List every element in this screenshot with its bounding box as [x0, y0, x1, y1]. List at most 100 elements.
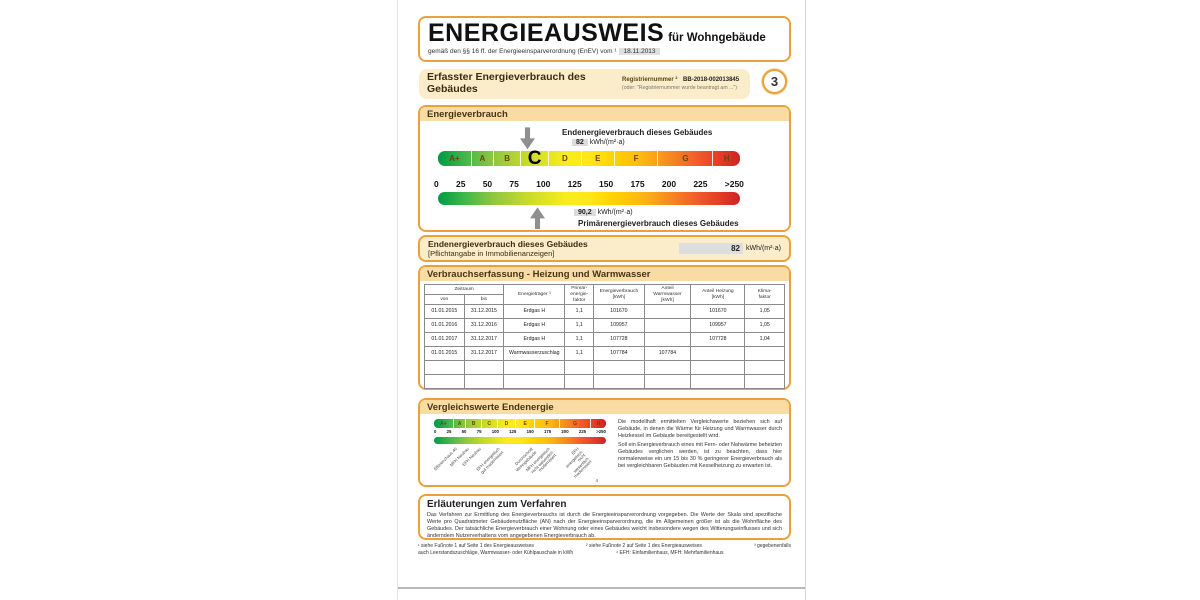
- table-row: [424, 360, 785, 376]
- tick: 200: [561, 429, 569, 435]
- banner-value-field: 82: [679, 243, 743, 254]
- footnote-1: ¹ siehe Fußnote 1 auf Seite 1 des Energi…: [418, 543, 534, 549]
- tick: 150: [599, 179, 614, 190]
- tick: 25: [455, 179, 466, 190]
- end-energy-banner: Endenergieverbrauch dieses Gebäudes [Pfl…: [418, 235, 791, 262]
- table-cell: 107728: [690, 332, 746, 348]
- energy-consumption-header: Energieverbrauch: [420, 107, 789, 122]
- class-segment: D: [547, 151, 581, 167]
- tick: 225: [578, 429, 587, 435]
- tick: 125: [567, 179, 582, 190]
- table-cell: [690, 360, 746, 376]
- tick: 175: [544, 429, 552, 435]
- document-page: ENERGIEAUSWEIS für Wohngebäude gemäß den …: [397, 0, 806, 600]
- table-cell: 31.12.2017: [463, 346, 505, 362]
- footnote-row: ¹ siehe Fußnote 1 auf Seite 1 des Energi…: [418, 543, 791, 550]
- table-cell: 101670: [593, 304, 645, 320]
- table-cell: [463, 360, 505, 376]
- energy-scale-area: Endenergieverbrauch dieses Gebäudes 82 k…: [420, 121, 789, 230]
- section-bar: Erfasster Energieverbrauch des Gebäudes …: [419, 69, 750, 99]
- table-cell: 31.12.2017: [463, 332, 505, 348]
- comparison-paragraph-1: Die modellhaft ermittelten Vergleichswer…: [618, 419, 782, 440]
- col-energietraeger: Energieträger ³: [503, 284, 566, 306]
- table-cell: [690, 374, 746, 390]
- class-segment: G: [558, 419, 590, 429]
- table-row: [424, 374, 785, 390]
- tick: 75: [509, 179, 519, 190]
- registry-block: Registriernummer ² BB-2018-002013845 (od…: [622, 76, 739, 91]
- end-energy-value: 82: [572, 139, 588, 147]
- gradient-band: [438, 192, 740, 206]
- table-header-row: Zeitraum Energieträger ³ Primär- energie…: [423, 284, 785, 306]
- table-cell: [643, 318, 692, 334]
- class-segment: C: [480, 419, 497, 429]
- col-bis: bis: [463, 294, 505, 306]
- comparison-footnote-mark: 4: [595, 478, 598, 484]
- footnote-1b: auch Leerstandszuschläge, Warmwasser- od…: [418, 549, 574, 556]
- table-cell: Erdgas H: [503, 318, 566, 334]
- comparison-body: A+ A B C D E F G H 0 25 50 75 100 125: [420, 414, 789, 485]
- tick: 50: [461, 429, 467, 435]
- tick: >250: [596, 429, 606, 435]
- col-klimafaktor: Klima- faktor: [744, 284, 785, 306]
- footnote-2: ² siehe Fußnote 2 auf Seite 1 des Energi…: [586, 543, 702, 549]
- tick: 100: [536, 179, 551, 190]
- table-cell: 1,04: [744, 332, 785, 348]
- comparison-class-band: A+ A B C D E F G H: [434, 419, 606, 429]
- end-energy-value-line: 82 kWh/(m²·a): [572, 139, 625, 147]
- table-cell: [690, 346, 746, 362]
- col-zeitraum: Zeitraum: [423, 284, 505, 296]
- footnote-4: ⁴ EFH: Einfamilienhaus, MFH: Mehrfamilie…: [616, 549, 724, 556]
- comparison-scale-ticks: 0 25 50 75 100 125 150 175 200 225 >250: [434, 429, 606, 434]
- law-text: gemäß den §§ 16 ff. der Energieeinsparve…: [428, 48, 617, 55]
- class-segment: H: [712, 151, 739, 167]
- class-segment: A: [452, 419, 466, 429]
- class-segment: A+: [440, 420, 447, 427]
- class-segment: B: [492, 151, 520, 167]
- table-cell: 107784: [643, 346, 692, 362]
- class-segment: G: [657, 151, 712, 167]
- table-cell: [503, 374, 566, 390]
- section-title: Erfasster Energieverbrauch des Gebäudes: [427, 71, 586, 95]
- comparison-box: Vergleichswerte Endenergie A+ A B C D E …: [418, 398, 791, 487]
- tick: 200: [661, 179, 677, 190]
- table-cell: [643, 374, 692, 390]
- tick: 75: [476, 429, 482, 435]
- comparison-scale: A+ A B C D E F G H 0 25 50 75 100 125: [433, 419, 606, 485]
- class-segment-current: C: [520, 148, 547, 169]
- table-cell: [503, 360, 566, 376]
- registry-line: Registriernummer ² BB-2018-002013845: [622, 76, 739, 84]
- explanation-box: Erläuterungen zum Verfahren Das Verfahre…: [418, 494, 791, 540]
- primary-energy-value-line: 90,2 kWh/(m²·a): [574, 209, 633, 217]
- consumption-box: Verbrauchserfassung - Heizung und Warmwa…: [418, 265, 791, 390]
- table-cell: [463, 374, 505, 390]
- table-cell: 31.12.2016: [463, 318, 505, 334]
- footnote-row: auch Leerstandszuschläge, Warmwasser- od…: [418, 550, 791, 557]
- table-cell: [643, 360, 692, 376]
- class-segment: F: [613, 151, 658, 167]
- class-segment: A: [470, 151, 493, 167]
- scale-ticks: 0 25 50 75 100 125 150 175 200 225 >250: [434, 179, 744, 189]
- comparison-gradient-band: [434, 437, 606, 445]
- tick: 100: [491, 429, 499, 435]
- col-anteil-heizung: Anteil Heizung [kWh]: [690, 284, 746, 306]
- table-cell: [593, 360, 645, 376]
- tick: 0: [434, 179, 439, 190]
- class-segment: B: [465, 419, 481, 429]
- registry-number: BB-2018-002013845: [683, 77, 740, 84]
- tick: 150: [526, 429, 534, 435]
- page-bottom-rule: [398, 587, 805, 589]
- class-segment: D: [496, 419, 516, 429]
- tick: 225: [693, 179, 708, 190]
- table-cell: [744, 360, 785, 376]
- tick: >250: [724, 179, 744, 190]
- title-suffix: für Wohngebäude: [668, 32, 766, 44]
- tick: 125: [509, 429, 517, 435]
- table-cell: 01.01.2017: [424, 332, 465, 348]
- page-title: ENERGIEAUSWEIS: [428, 19, 665, 47]
- enev-date: 18.11.2013: [619, 48, 660, 55]
- consumption-header: Verbrauchserfassung - Heizung und Warmwa…: [420, 267, 789, 282]
- table-cell: Warmwasserzuschlag: [503, 346, 566, 362]
- class-segment: E: [515, 419, 534, 429]
- table-row: 01.01.2015 31.12.2015 Erdgas H 1,1 101670 101…: [424, 304, 785, 320]
